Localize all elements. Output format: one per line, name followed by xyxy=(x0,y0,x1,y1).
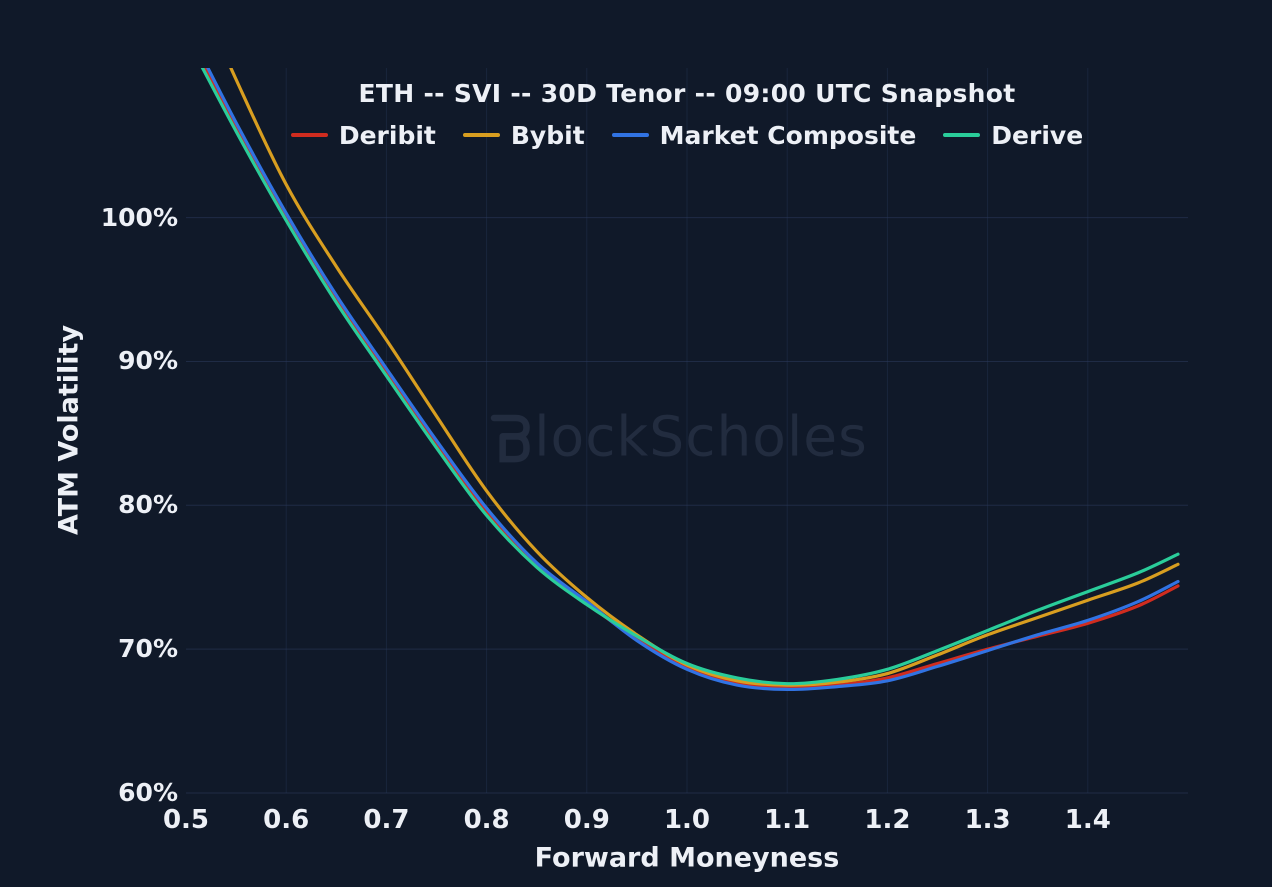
series-line-market-composite xyxy=(206,68,1180,692)
legend-item-market-composite[interactable]: Market Composite xyxy=(611,120,917,150)
x-tick-label: 1.0 xyxy=(663,805,711,835)
y-tick-label: 80% xyxy=(118,490,178,520)
x-tick-label: 0.7 xyxy=(363,805,410,835)
y-tick-label: 100% xyxy=(100,202,178,232)
legend-item-derive[interactable]: Derive xyxy=(943,121,1083,150)
x-tick-label: 1.1 xyxy=(764,805,811,835)
x-tick-label: 0.8 xyxy=(463,805,510,835)
legend-label-bybit: Bybit xyxy=(510,120,585,150)
series-lines xyxy=(200,68,1180,692)
legend-item-deribit[interactable]: Deribit xyxy=(290,120,436,150)
y-tick-label: 60% xyxy=(118,778,178,807)
legend-item-bybit[interactable]: Bybit xyxy=(462,120,585,150)
x-tick-label: 0.5 xyxy=(162,805,210,835)
legend-label-derive: Derive xyxy=(991,120,1084,150)
legend-swatch-derive xyxy=(943,133,981,137)
x-tick-label: 0.9 xyxy=(563,805,610,835)
series-line-derive xyxy=(200,68,1180,686)
x-tick-label: 0.6 xyxy=(263,805,310,835)
legend-swatch-market-composite xyxy=(611,133,649,137)
legend: Deribit Bybit Market Composite Derive xyxy=(146,120,1228,150)
gridlines xyxy=(186,68,1188,794)
x-tick-label: 1.2 xyxy=(864,805,911,835)
x-tick-label: 1.3 xyxy=(964,805,1011,835)
legend-label-deribit: Deribit xyxy=(338,120,436,150)
chart-title: ETH -- SVI -- 30D Tenor -- 09:00 UTC Sna… xyxy=(358,79,1016,108)
y-tick-label: 70% xyxy=(118,634,178,664)
x-tick-label: 1.4 xyxy=(1064,805,1111,835)
legend-swatch-deribit xyxy=(290,133,328,137)
y-tick-label: 90% xyxy=(118,346,178,376)
x-axis-title: Forward Moneyness xyxy=(534,842,840,874)
legend-label-market-composite: Market Composite xyxy=(659,120,917,150)
legend-swatch-bybit xyxy=(462,133,500,137)
